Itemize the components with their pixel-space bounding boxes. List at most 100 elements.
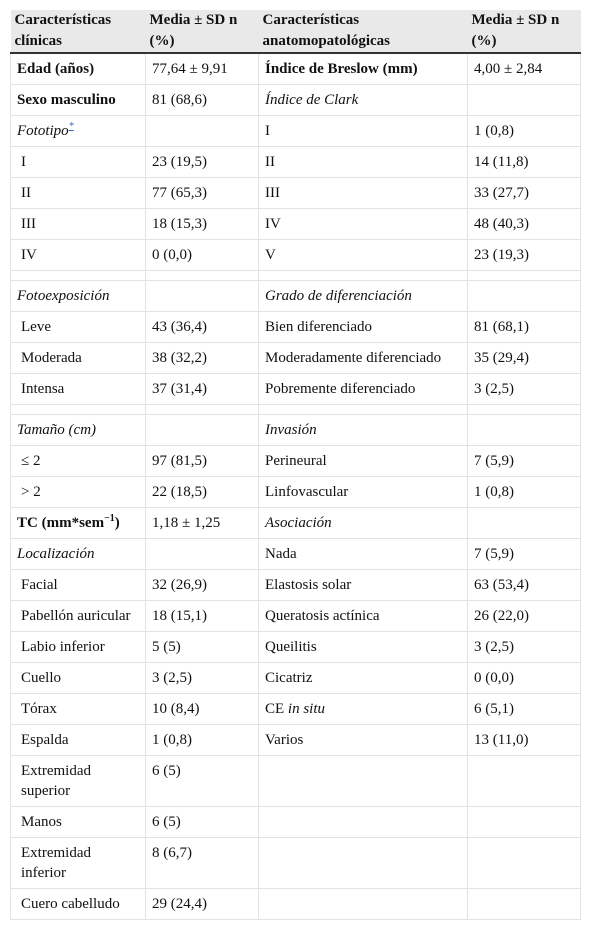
table-cell: Extremidad inferior [10,837,146,889]
table-cell: Cuero cabelludo [10,888,146,920]
table-cell: 26 (22,0) [467,600,581,632]
table-row: Sexo masculino 81 (68,6) Índice de Clark [10,84,581,116]
table-cell: Invasión [258,414,468,446]
table-cell: 18 (15,1) [145,600,259,632]
table-cell: 14 (11,8) [467,146,581,178]
table-cell [258,888,468,920]
table-cell [258,837,468,889]
spacer-cell [467,404,581,415]
table-cell: CE in situ [258,693,468,725]
table-cell: II [258,146,468,178]
header-cell: Características anatomopatológicas [258,10,468,54]
table-cell: 6 (5) [145,806,259,838]
cell-text: TC (mm*sem [17,515,105,531]
table-cell: 3 (2,5) [467,373,581,405]
table-cell: Queratosis actínica [258,600,468,632]
table-cell: 29 (24,4) [145,888,259,920]
table-cell: Intensa [10,373,146,405]
table-row: Cuello 3 (2,5) Cicatriz 0 (0,0) [10,662,581,694]
cell-text: CE [265,701,288,717]
table-cell: 22 (18,5) [145,476,259,508]
table-cell: 63 (53,4) [467,569,581,601]
table-cell: 81 (68,1) [467,311,581,343]
table-cell [467,280,581,312]
table-cell [467,84,581,116]
table-cell: 10 (8,4) [145,693,259,725]
table-cell: Pobremente diferenciado [258,373,468,405]
table-cell: Pabellón auricular [10,600,146,632]
table-cell: Manos [10,806,146,838]
table-cell: Moderada [10,342,146,374]
table-cell: 77 (65,3) [145,177,259,209]
table-cell: Nada [258,538,468,570]
table-cell: IV [258,208,468,240]
spacer-cell [145,404,259,415]
table-cell: Tamaño (cm) [10,414,146,446]
table-cell [467,888,581,920]
table-cell [258,755,468,807]
table-row: TC (mm*sem−1) 1,18 ± 1,25 Asociación [10,507,581,539]
spacer-row [10,270,581,281]
cell-text: Fototipo [17,123,69,139]
table-cell: 37 (31,4) [145,373,259,405]
table-cell: 35 (29,4) [467,342,581,374]
superscript: * [69,121,74,132]
table-cell: Bien diferenciado [258,311,468,343]
table-cell: III [258,177,468,209]
table-row: > 2 22 (18,5) Linfovascular 1 (0,8) [10,476,581,508]
table-cell: 4,00 ± 2,84 [467,52,581,85]
table-cell: Facial [10,569,146,601]
table-cell [467,414,581,446]
table-cell: Cuello [10,662,146,694]
table-cell: TC (mm*sem−1) [10,507,146,539]
table-cell: I [10,146,146,178]
table-cell [145,280,259,312]
table-row: Extremidad superior 6 (5) [10,755,581,807]
cell-text: ) [114,515,120,531]
table-cell: Labio inferior [10,631,146,663]
table-cell: IV [10,239,146,271]
table-row: Edad (años) 77,64 ± 9,91 Índice de Breslow… [10,52,581,85]
table-cell [145,414,259,446]
table-row: IV 0 (0,0) V 23 (19,3) [10,239,581,271]
table-row: Leve 43 (36,4) Bien diferenciado 81 (68,1) [10,311,581,343]
table-cell: 23 (19,5) [145,146,259,178]
table-cell: Sexo masculino [10,84,146,116]
table-row: Espalda 1 (0,8) Varios 13 (11,0) [10,724,581,756]
table-cell [467,837,581,889]
superscript: −1 [104,513,115,524]
table-row: Moderada 38 (32,2) Moderadamente diferenci… [10,342,581,374]
table-cell: 6 (5,1) [467,693,581,725]
table-cell [467,755,581,807]
table-cell: 6 (5) [145,755,259,807]
table-cell: 1 (0,8) [145,724,259,756]
table-cell [145,115,259,147]
table-cell: Cicatriz [258,662,468,694]
table-cell: Extremidad superior [10,755,146,807]
header-cell: Características clínicas [10,10,146,54]
table-cell: Edad (años) [10,52,146,85]
header-cell: Media ± SD n (%) [467,10,581,54]
table-row: Pabellón auricular 18 (15,1) Queratosis ac… [10,600,581,632]
table-cell: Linfovascular [258,476,468,508]
table-cell: 48 (40,3) [467,208,581,240]
data-table: Características clínicas Media ± SD n (%… [10,10,581,920]
table-cell: 3 (2,5) [145,662,259,694]
table-row: II 77 (65,3) III 33 (27,7) [10,177,581,209]
table-cell: 13 (11,0) [467,724,581,756]
header-row: Características clínicas Media ± SD n (%… [10,10,581,54]
table-row: Intensa 37 (31,4) Pobremente diferenciado 3… [10,373,581,405]
spacer-cell [258,404,468,415]
table-cell: 18 (15,3) [145,208,259,240]
table-row: Localización Nada 7 (5,9) [10,538,581,570]
table-row: Tórax 10 (8,4) CE in situ 6 (5,1) [10,693,581,725]
table-cell: 5 (5) [145,631,259,663]
table-cell: Fotoexposición [10,280,146,312]
table-row: I 23 (19,5) II 14 (11,8) [10,146,581,178]
table-cell: 77,64 ± 9,91 [145,52,259,85]
footnote-link[interactable]: * [68,121,74,132]
table-cell: 8 (6,7) [145,837,259,889]
table-cell: 7 (5,9) [467,445,581,477]
table-cell: Índice de Breslow (mm) [258,52,468,85]
